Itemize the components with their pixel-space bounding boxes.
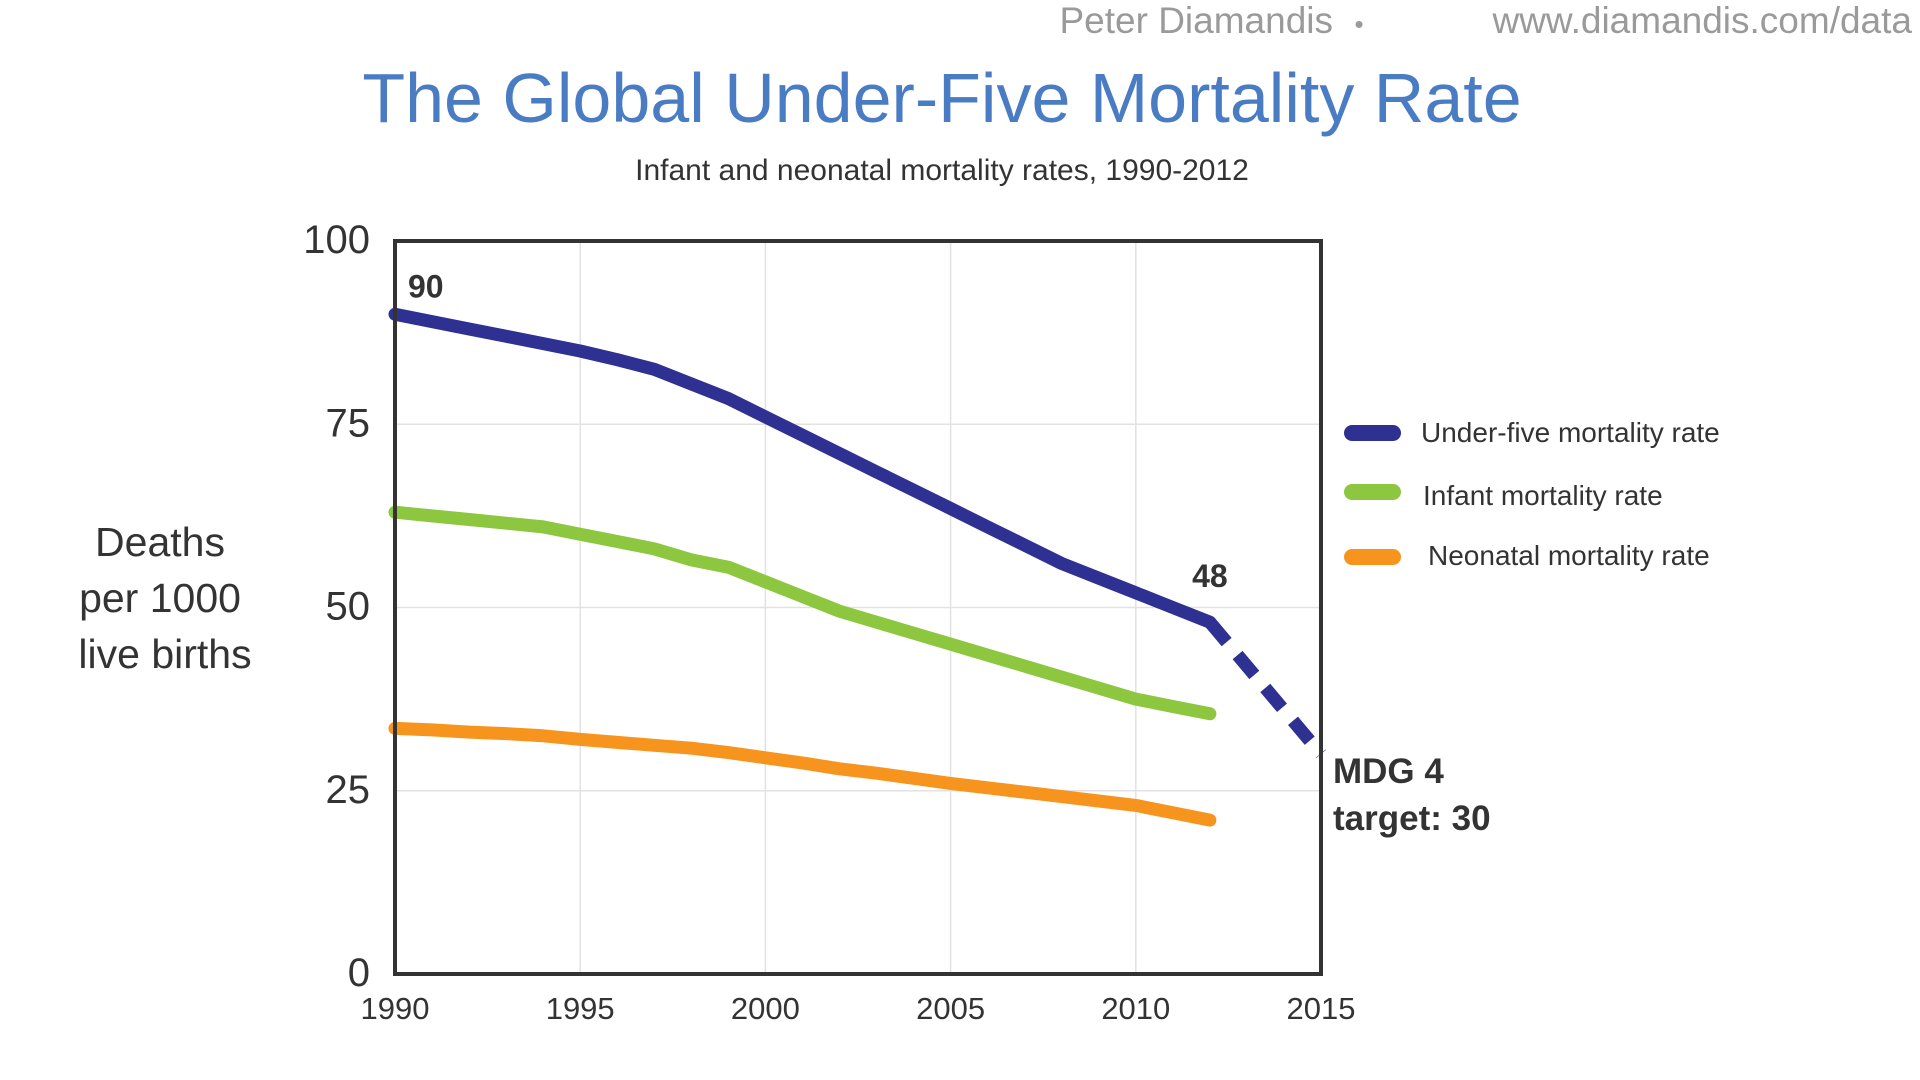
plot-frame: [393, 239, 1323, 976]
annotation-2012-value: 48: [1192, 558, 1228, 594]
grid: [395, 241, 1321, 974]
y-axis-label-line-3: live births: [78, 631, 251, 677]
annotation-mdg-label: MDG 4: [1333, 752, 1444, 791]
y-tick-label-25: 25: [326, 768, 371, 812]
y-axis-label-line-1: Deaths: [95, 519, 225, 565]
y-axis-label-line-2: per 1000: [79, 575, 241, 621]
y-tick-label-50: 50: [326, 585, 371, 629]
attribution-separator: •: [1354, 9, 1363, 39]
x-tick-label-1995: 1995: [546, 991, 615, 1026]
x-tick-label-2015: 2015: [1287, 991, 1356, 1026]
chart-title: The Global Under-Five Mortality Rate: [362, 59, 1521, 137]
x-tick-label-1990: 1990: [361, 991, 430, 1026]
series-line-under-five-mortality-rate: [388, 307, 1217, 629]
y-tick-label-100: 100: [303, 218, 370, 262]
annotation-mdg-target: target: 30: [1333, 799, 1491, 838]
tick-labels: 1990 1995 2000 2005 2010 2015 0 25 50 75 100: [303, 218, 1355, 1026]
legend-label-infant: Infant mortality rate: [1423, 480, 1663, 511]
y-tick-label-75: 75: [326, 401, 371, 445]
attribution-url: www.diamandis.com/data: [1491, 0, 1912, 41]
chart-subtitle: Infant and neonatal mortality rates, 199…: [635, 154, 1249, 187]
series-line-neonatal-mortality-rate: [388, 721, 1217, 827]
attribution-name: Peter Diamandis: [1059, 0, 1333, 41]
y-tick-label-0: 0: [348, 951, 370, 995]
series-line-infant-mortality-rate: [388, 505, 1217, 721]
annotations: 90 48 MDG 4 target: 30: [408, 268, 1491, 838]
series-layer: [388, 307, 1326, 827]
legend-label-neonatal: Neonatal mortality rate: [1428, 540, 1710, 571]
x-tick-label-2005: 2005: [916, 991, 985, 1026]
annotation-start-value: 90: [408, 268, 444, 304]
x-tick-label-2010: 2010: [1101, 991, 1170, 1026]
projection-line-dashed: [1204, 617, 1326, 759]
legend: Under-five mortality rate Infant mortali…: [1344, 417, 1720, 571]
x-tick-label-2000: 2000: [731, 991, 800, 1026]
legend-label-under-five: Under-five mortality rate: [1421, 417, 1720, 448]
